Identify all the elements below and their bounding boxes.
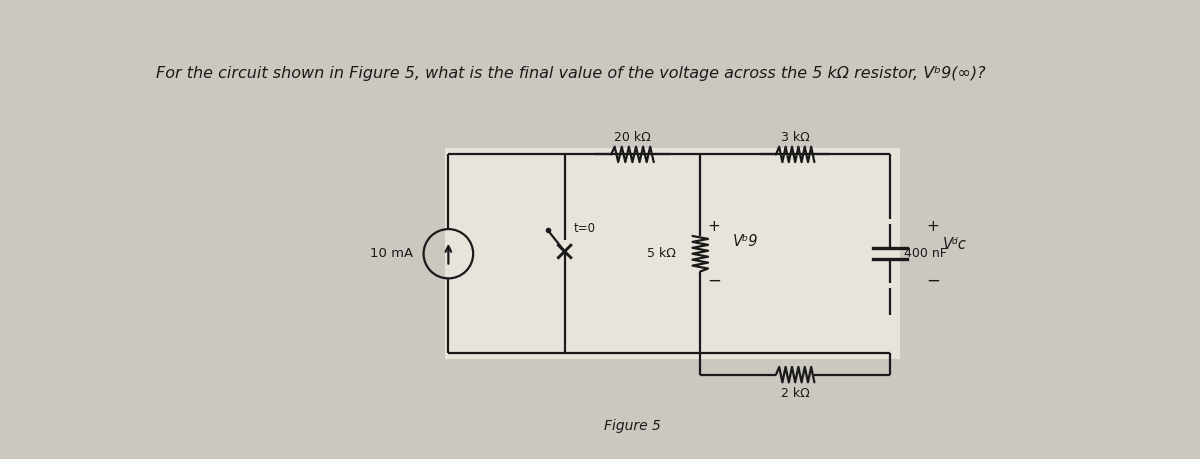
Text: Vᵈc: Vᵈc [943, 237, 967, 252]
Text: 400 nF: 400 nF [904, 247, 947, 260]
Text: 20 kΩ: 20 kΩ [614, 131, 650, 144]
FancyBboxPatch shape [444, 148, 900, 359]
Text: −: − [926, 272, 940, 290]
Text: 10 mA: 10 mA [371, 247, 414, 260]
Text: 5 kΩ: 5 kΩ [647, 247, 676, 260]
Text: 2 kΩ: 2 kΩ [781, 387, 810, 400]
Text: +: + [926, 219, 940, 234]
Text: 3 kΩ: 3 kΩ [781, 131, 810, 144]
Text: t=0: t=0 [574, 222, 596, 235]
Text: +: + [708, 219, 720, 234]
Text: For the circuit shown in Figure 5, what is the final value of the voltage across: For the circuit shown in Figure 5, what … [156, 66, 986, 81]
Text: Vᵇ9: Vᵇ9 [733, 234, 758, 249]
Text: −: − [707, 272, 721, 290]
Text: Figure 5: Figure 5 [604, 419, 661, 433]
